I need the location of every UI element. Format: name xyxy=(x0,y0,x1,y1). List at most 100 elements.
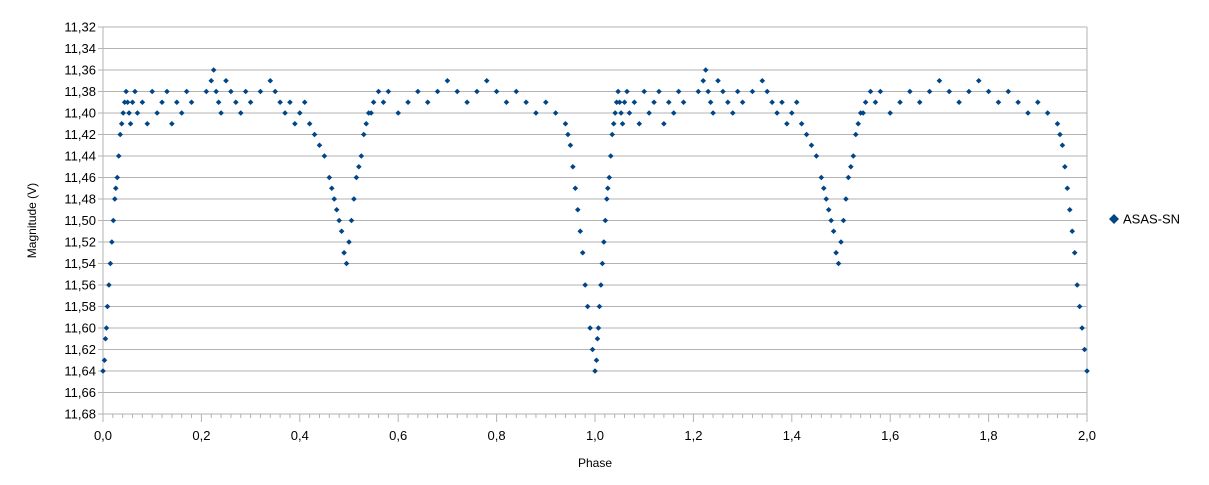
y-axis-title: Magnitude (V) xyxy=(25,183,39,258)
data-point xyxy=(523,99,529,106)
data-point xyxy=(779,99,785,106)
data-point xyxy=(203,88,210,95)
data-point xyxy=(594,335,601,342)
data-point xyxy=(604,196,610,202)
data-point xyxy=(513,88,520,95)
data-point xyxy=(670,110,677,116)
data-point xyxy=(533,110,539,116)
data-point xyxy=(695,88,702,95)
data-point xyxy=(102,335,109,342)
data-point xyxy=(178,110,185,116)
data-point xyxy=(589,346,596,353)
data-point xyxy=(995,99,1002,106)
data-point xyxy=(666,99,672,106)
data-point xyxy=(610,120,617,127)
x-tick-label: 1,6 xyxy=(881,428,899,443)
data-point xyxy=(247,99,254,106)
data-point xyxy=(613,99,620,106)
data-point xyxy=(1035,99,1041,106)
y-tick-labels: 11,32 11,34 11,36 11,38 11,40 11,42 11,44 11,46… xyxy=(64,20,96,422)
y-tick-label: 11,50 xyxy=(64,213,96,228)
y-tick-label: 11,54 xyxy=(64,256,96,271)
data-point xyxy=(565,131,571,138)
data-point xyxy=(272,88,278,95)
data-point xyxy=(257,88,264,95)
data-point xyxy=(341,249,347,256)
data-point xyxy=(1025,110,1031,116)
data-point xyxy=(592,368,598,374)
data-point xyxy=(358,153,365,159)
data-point xyxy=(215,99,222,106)
data-point xyxy=(356,163,362,170)
data-point xyxy=(110,217,117,224)
data-point xyxy=(602,217,609,224)
data-point xyxy=(118,120,125,127)
x-tick-label: 0,2 xyxy=(192,428,210,443)
data-point xyxy=(739,99,746,106)
data-point xyxy=(680,99,687,106)
data-point xyxy=(1015,99,1021,106)
data-point xyxy=(587,325,593,331)
data-point xyxy=(483,77,490,84)
data-point xyxy=(104,303,111,310)
data-point xyxy=(656,88,662,95)
data-point xyxy=(823,196,830,202)
data-point xyxy=(675,88,682,95)
data-point xyxy=(612,110,618,116)
data-point xyxy=(1074,282,1080,288)
data-point xyxy=(101,357,108,364)
data-point xyxy=(946,88,953,95)
x-tick-label: 0,0 xyxy=(94,428,112,443)
data-point xyxy=(368,110,374,116)
y-tick-label: 11,36 xyxy=(64,63,96,78)
data-point xyxy=(117,131,124,138)
y-tick-label: 11,66 xyxy=(64,385,96,400)
y-tick-label: 11,64 xyxy=(64,364,96,379)
data-point xyxy=(966,88,972,95)
x-tick-label: 0,4 xyxy=(291,428,309,443)
data-point xyxy=(343,260,350,267)
y-tick-label: 11,52 xyxy=(64,235,96,250)
data-point xyxy=(825,206,832,213)
data-point xyxy=(579,249,586,256)
data-point xyxy=(237,110,244,116)
data-point xyxy=(454,88,461,95)
data-point xyxy=(228,88,234,95)
grid-lines xyxy=(103,26,1087,415)
data-point xyxy=(493,88,500,95)
data-point xyxy=(618,110,624,116)
data-point xyxy=(1071,249,1078,256)
data-point xyxy=(562,120,569,127)
y-tick-label: 11,56 xyxy=(64,278,96,293)
data-point xyxy=(877,88,884,95)
x-tick-label: 2,0 xyxy=(1078,428,1096,443)
data-point xyxy=(1084,368,1090,374)
data-point xyxy=(213,88,219,95)
data-point xyxy=(1059,142,1066,149)
data-point xyxy=(297,110,303,116)
x-tick-label: 1,0 xyxy=(586,428,604,443)
legend-label: ASAS-SN xyxy=(1123,212,1180,227)
data-point xyxy=(567,142,574,149)
data-point xyxy=(828,217,834,224)
data-point xyxy=(769,99,775,106)
data-point xyxy=(615,88,621,95)
data-point xyxy=(798,120,805,127)
data-point xyxy=(598,282,604,288)
data-point xyxy=(223,77,229,84)
data-point xyxy=(183,88,190,95)
data-point xyxy=(845,174,852,181)
data-point xyxy=(328,185,335,192)
data-point xyxy=(174,99,180,106)
data-point xyxy=(405,99,411,106)
data-point xyxy=(132,88,138,95)
data-point xyxy=(353,174,360,181)
y-tick-label: 11,48 xyxy=(64,192,96,207)
data-point xyxy=(624,88,630,95)
data-point xyxy=(464,99,470,106)
data-point xyxy=(218,110,224,116)
data-point xyxy=(808,142,815,149)
data-point xyxy=(114,174,121,181)
data-point xyxy=(106,282,112,288)
